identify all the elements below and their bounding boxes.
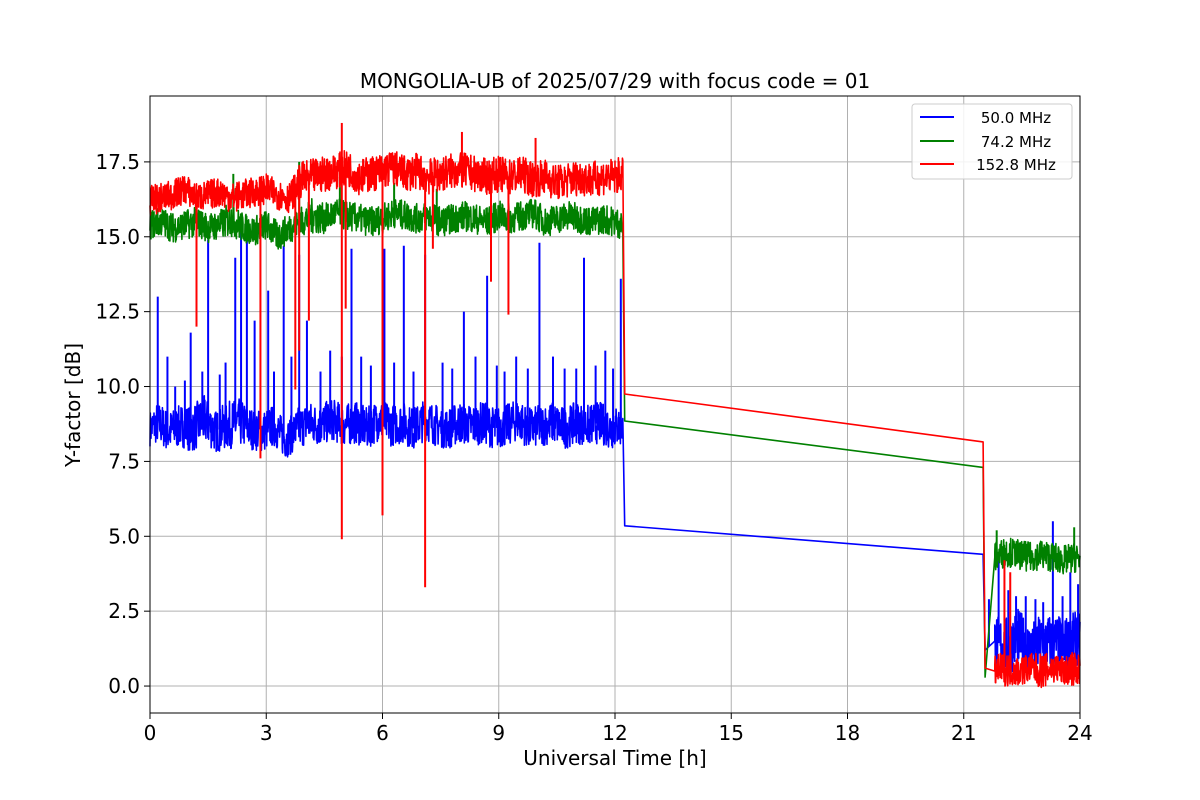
series-line — [149, 150, 1081, 689]
legend-label-50mhz: 50.0 MHz — [981, 109, 1051, 127]
y-tick-label: 2.5 — [108, 599, 140, 623]
legend: 50.0 MHz 74.2 MHz 152.8 MHz — [911, 103, 1073, 180]
y-tick-label: 5.0 — [108, 524, 140, 548]
x-tick-label: 9 — [492, 721, 505, 745]
y-tick-label: 17.5 — [95, 150, 140, 174]
legend-box — [911, 103, 1073, 180]
x-tick-label: 6 — [376, 721, 389, 745]
x-tick-label: 12 — [602, 721, 627, 745]
x-tick-label: 21 — [951, 721, 976, 745]
x-tick-label: 15 — [719, 721, 744, 745]
x-axis-label: Universal Time [h] — [523, 746, 706, 770]
axis-ticks: 0 3 6 9 12 15 18 21 24 0.0 2.5 5.0 7.5 10.0 12.5 15.0 17… — [95, 150, 1092, 745]
x-tick-label: 0 — [144, 721, 157, 745]
x-tick-label: 3 — [260, 721, 273, 745]
y-tick-label: 12.5 — [95, 300, 140, 324]
y-axis-label: Y-factor [dB] — [61, 343, 85, 468]
y-tick-label: 7.5 — [108, 449, 140, 473]
series-line — [149, 198, 1081, 678]
x-tick-label: 24 — [1067, 721, 1092, 745]
series-2 — [149, 122, 1081, 689]
legend-label-152mhz: 152.8 MHz — [976, 156, 1056, 174]
legend-label-74mhz: 74.2 MHz — [981, 133, 1051, 151]
chart-title: MONGOLIA-UB of 2025/07/29 with focus cod… — [360, 69, 870, 93]
y-tick-label: 15.0 — [95, 225, 140, 249]
x-tick-label: 18 — [835, 721, 860, 745]
y-tick-label: 10.0 — [95, 375, 140, 399]
series-layer — [149, 122, 1081, 689]
y-tick-label: 0.0 — [108, 674, 140, 698]
series-line — [149, 395, 1081, 674]
